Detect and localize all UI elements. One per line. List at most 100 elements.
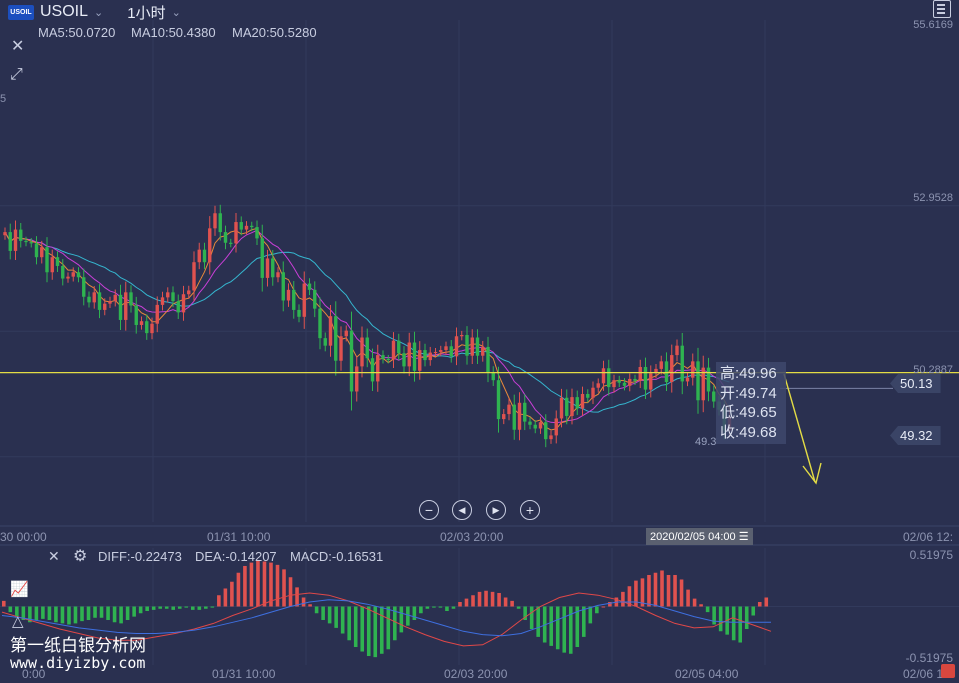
- candle-body: [449, 346, 453, 357]
- rewind-icon[interactable]: ◀: [452, 500, 472, 520]
- y-tick-2: 52.9528: [913, 192, 953, 204]
- candle-body: [87, 296, 91, 303]
- macd-histogram-bar: [764, 597, 769, 607]
- macd-histogram-bar: [432, 606, 436, 608]
- macd-histogram-bar: [412, 606, 417, 621]
- macd-histogram-bar: [458, 601, 462, 607]
- candle-body: [313, 289, 317, 309]
- macd-histogram-bar: [21, 606, 26, 621]
- candle-body: [664, 361, 669, 383]
- macd-histogram-bar: [712, 606, 716, 625]
- dea-legend: DEA:-0.14207: [195, 549, 277, 564]
- candle-body: [97, 292, 102, 310]
- candle-body: [271, 258, 275, 278]
- macd-histogram-bar: [308, 604, 312, 607]
- candle-body: [108, 301, 112, 304]
- macd-histogram-bar: [262, 561, 267, 607]
- candle-body: [66, 276, 70, 279]
- settings-panel-icon[interactable]: [933, 0, 951, 18]
- macd-histogram-bar: [647, 574, 651, 607]
- candle-body: [328, 316, 333, 346]
- candle-body: [423, 350, 427, 361]
- macd-histogram-bar: [54, 606, 58, 623]
- macd-histogram-bar: [679, 579, 684, 607]
- expand-icon[interactable]: ⤢: [10, 66, 23, 83]
- macd-histogram-bar: [314, 606, 319, 614]
- macd-histogram-bar: [334, 606, 338, 628]
- zoom-in-icon[interactable]: +: [520, 500, 540, 520]
- gear-icon[interactable]: ⚙: [73, 548, 88, 565]
- chevron-down-icon[interactable]: ⌄: [171, 6, 181, 19]
- candle-body: [265, 258, 270, 278]
- forecast-arrow-head: [802, 462, 822, 485]
- macd-histogram-bar: [451, 606, 456, 609]
- period-selector[interactable]: 1小时: [127, 4, 166, 22]
- candle-body: [349, 330, 354, 392]
- zoom-out-icon[interactable]: −: [419, 500, 439, 520]
- draw-tool-icon[interactable]: △: [12, 613, 24, 630]
- candle-body: [659, 361, 663, 369]
- macd-histogram-bar: [373, 606, 378, 658]
- macd-histogram-bar: [640, 578, 645, 607]
- symbol-name[interactable]: USOIL: [40, 3, 89, 20]
- macd-histogram-bar: [28, 606, 32, 623]
- close-icon[interactable]: ✕: [48, 548, 60, 564]
- macd-histogram-bar: [204, 606, 208, 609]
- candle-body: [491, 372, 495, 381]
- candle-body: [192, 262, 196, 291]
- macd-histogram-bar: [731, 606, 736, 641]
- macd-histogram-bar: [608, 601, 612, 607]
- macd-y-min: -0.51975: [905, 651, 953, 665]
- candle-body: [481, 346, 485, 356]
- macd-histogram-bar: [621, 591, 625, 607]
- candle-body: [244, 225, 249, 230]
- macd-histogram-bar: [588, 606, 593, 624]
- macd-histogram-bar: [718, 606, 723, 632]
- macd-histogram-bar: [686, 589, 690, 607]
- forward-icon[interactable]: ▶: [486, 500, 506, 520]
- candle-body: [407, 342, 411, 367]
- candle-body: [318, 308, 322, 339]
- chevron-down-icon[interactable]: ⌄: [94, 6, 104, 19]
- ma5-legend: MA5:50.0720: [38, 25, 116, 40]
- candle-body: [323, 338, 327, 346]
- candle-body: [124, 292, 128, 320]
- candle-body: [528, 421, 532, 425]
- ohlc-tooltip: 高:49.96 开:49.74 低:49.65 收:49.68: [716, 362, 786, 444]
- x-tick-macd-0: 0:00: [22, 667, 46, 681]
- macd-histogram-bar: [145, 606, 149, 612]
- macd-histogram-bar: [582, 606, 586, 637]
- indicator-chart-icon[interactable]: 📈: [10, 581, 29, 598]
- macd-histogram-bar: [288, 577, 293, 607]
- macd-histogram-bar: [595, 606, 599, 614]
- macd-histogram-bar: [47, 606, 52, 621]
- candle-body: [360, 337, 364, 367]
- candle-body: [82, 277, 86, 297]
- macd-histogram-bar: [529, 606, 534, 630]
- macd-histogram-bar: [575, 606, 580, 648]
- candle-body: [439, 350, 443, 352]
- candle-body: [460, 335, 464, 337]
- candle-body: [549, 435, 553, 440]
- candle-body: [370, 358, 375, 382]
- x-tick-main-1: 01/31 10:00: [207, 530, 271, 544]
- diff-legend: DIFF:-0.22473: [98, 549, 182, 564]
- candle-body: [13, 229, 18, 251]
- x-tick-macd-1: 01/31 10:00: [212, 667, 276, 681]
- candle-body: [187, 290, 191, 295]
- close-icon[interactable]: ✕: [11, 38, 25, 55]
- candle-body: [680, 345, 684, 382]
- candle-body: [276, 272, 280, 278]
- macd-histogram-bar: [353, 606, 358, 648]
- candle-body: [292, 289, 296, 310]
- candle-body: [145, 321, 149, 334]
- macd-histogram-bar: [223, 588, 228, 607]
- macd-histogram-bar: [484, 590, 488, 607]
- x-tick-macd-2: 02/03 20:00: [444, 667, 508, 681]
- macd-histogram-bar: [471, 595, 475, 607]
- macd-histogram-bar: [379, 606, 384, 654]
- symbol-selector[interactable]: USOIL USOIL ⌄ 1小时 ⌄: [8, 2, 181, 22]
- candle-body: [24, 240, 28, 243]
- candle-body: [591, 387, 595, 398]
